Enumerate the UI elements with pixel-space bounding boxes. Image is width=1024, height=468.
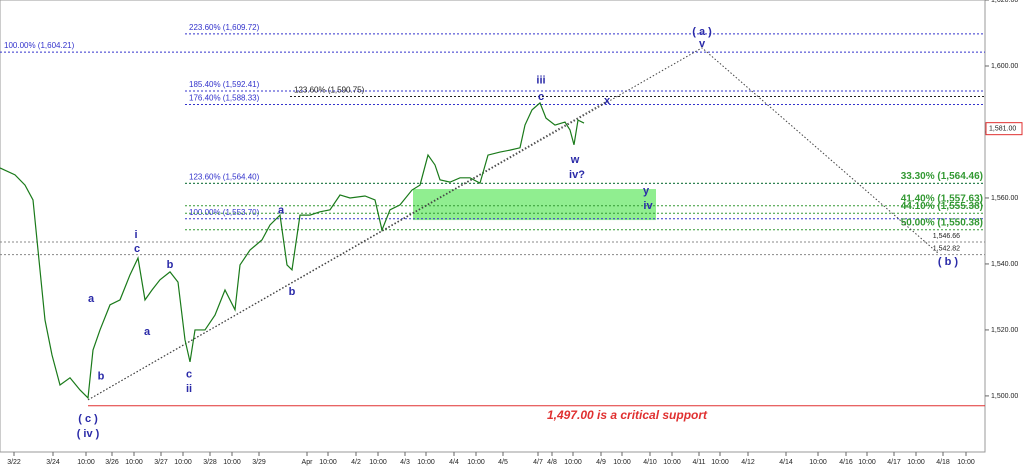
support-label: 1,546.66 — [933, 233, 960, 240]
y-tick-label: 1,560.00 — [991, 195, 1018, 202]
x-tick-label: 10:00 — [417, 459, 435, 466]
wave-label: b — [289, 286, 296, 298]
retracement-label: 44.10% (1,555.38) — [901, 201, 983, 212]
x-tick-label: 10:00 — [907, 459, 925, 466]
y-tick-label: 1,500.00 — [991, 393, 1018, 400]
x-tick-label: 10:00 — [369, 459, 387, 466]
y-tick-label: 1,620.00 — [991, 0, 1018, 4]
price-line — [0, 101, 585, 400]
x-tick-label: 3/26 — [105, 459, 119, 466]
x-tick-label: 4/17 — [887, 459, 901, 466]
x-tick-label: 4/5 — [498, 459, 508, 466]
x-tick-label: 3/29 — [252, 459, 266, 466]
x-tick-label: 3/24 — [46, 459, 60, 466]
fib-label: 100.00% (1,553.70) — [189, 208, 260, 217]
wave-label: ( c ) — [78, 413, 98, 425]
wave-label: iv — [643, 200, 653, 212]
wave-label: c — [134, 243, 140, 255]
wave-label: b — [98, 371, 105, 383]
x-tick-label: Apr — [302, 459, 314, 466]
retracement-label: 50.00% (1,550.38) — [901, 217, 983, 228]
wave-label: ( b ) — [938, 256, 958, 268]
x-tick-label: 10:00 — [613, 459, 631, 466]
last-price-box — [985, 122, 1023, 136]
retracement-label: 33.30% (1,564.46) — [901, 171, 983, 182]
x-tick-label: 4/7 — [533, 459, 543, 466]
wave-label: iii — [536, 75, 545, 87]
support-label: 1,542.82 — [933, 245, 960, 252]
wave-label: w — [570, 154, 580, 166]
fib-label: 100.00% (1,604.21) — [4, 41, 75, 50]
retracement-label: 41.40% (1,557.63) — [901, 193, 983, 204]
wave-label: c — [186, 369, 192, 381]
wave-label: iv? — [569, 169, 585, 181]
fib-label: 223.60% (1,609.72) — [189, 23, 260, 32]
x-tick-label: 10:00 — [564, 459, 582, 466]
x-tick-label: 4/8 — [547, 459, 557, 466]
critical-text: 1,497.00 is a critical support — [547, 408, 708, 422]
wave-label: a — [88, 293, 95, 305]
x-tick-label: 4/12 — [741, 459, 755, 466]
x-tick-label: 3/28 — [203, 459, 217, 466]
x-tick-label: 4/11 — [692, 459, 705, 466]
x-tick-label: 10:00 — [319, 459, 337, 466]
plot-frame — [0, 0, 986, 453]
wave-label: y — [643, 185, 650, 197]
wave-label: a — [278, 205, 285, 217]
x-tick-label: 10:00 — [467, 459, 485, 466]
x-tick-label: 3/22 — [7, 459, 21, 466]
y-tick-label: 1,540.00 — [991, 261, 1018, 268]
target-zone — [413, 189, 656, 221]
x-tick-label: 4/4 — [449, 459, 459, 466]
x-tick-label: 10:00 — [77, 459, 95, 466]
wave-label: ( iv ) — [77, 428, 100, 440]
wave-label: a — [144, 326, 151, 338]
wave-label: v — [699, 38, 706, 50]
x-tick-label: 4/16 — [839, 459, 853, 466]
wave-label: b — [167, 259, 174, 271]
x-tick-label: 10:00 — [858, 459, 876, 466]
y-tick-label: 1,520.00 — [991, 327, 1018, 334]
x-tick-label: 4/3 — [400, 459, 410, 466]
x-tick-label: 10:00 — [711, 459, 729, 466]
x-tick-label: 10:00 — [663, 459, 681, 466]
wave-label: ( a ) — [692, 26, 712, 38]
x-tick-label: 10:00 — [174, 459, 192, 466]
x-tick-label: 4/2 — [351, 459, 361, 466]
x-tick-label: 10:00 — [223, 459, 241, 466]
x-tick-label: 10:00 — [125, 459, 143, 466]
x-tick-label: 3/27 — [154, 459, 168, 466]
x-tick-label: 10:00 — [809, 459, 827, 466]
x-tick-label: 4/14 — [779, 459, 793, 466]
wave-label: i — [134, 229, 137, 241]
fib-label: 123.60% (1,564.40) — [189, 173, 260, 182]
x-tick-label: 4/18 — [936, 459, 950, 466]
x-tick-label: 4/9 — [596, 459, 606, 466]
fib-label: 123.60% (1,590.75) — [294, 86, 365, 95]
y-tick-label: 1,600.00 — [991, 63, 1018, 70]
wave-label: x — [604, 95, 611, 107]
x-tick-label: 10:00 — [957, 459, 975, 466]
last-price-label: 1,581.00 — [989, 126, 1016, 133]
fib-label: 185.40% (1,592.41) — [189, 80, 260, 89]
x-tick-label: 4/10 — [643, 459, 657, 466]
fib-label: 176.40% (1,588.33) — [189, 94, 260, 103]
wave-label: ii — [186, 383, 192, 395]
wave-label: c — [538, 91, 544, 103]
